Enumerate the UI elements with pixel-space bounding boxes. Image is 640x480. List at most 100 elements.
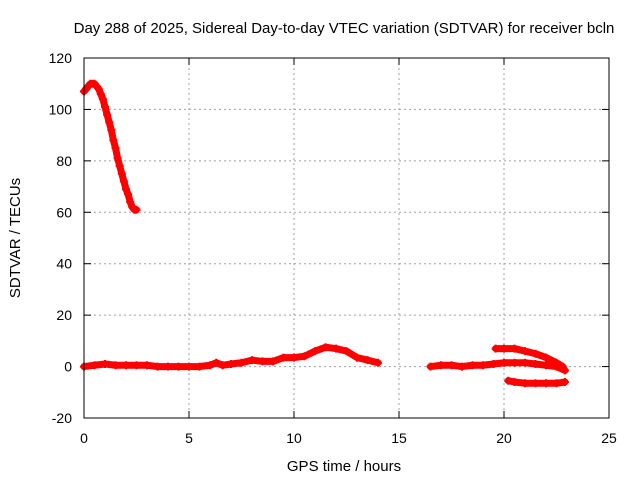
data-point: [109, 136, 118, 145]
x-tick-label: 15: [391, 430, 407, 446]
data-point: [132, 205, 141, 214]
data-point: [96, 90, 105, 98]
data-point: [122, 361, 130, 370]
data-point: [510, 358, 519, 367]
data-point: [363, 356, 372, 365]
y-tick-label: 0: [64, 359, 72, 375]
data-point: [126, 198, 135, 206]
data-point: [521, 358, 529, 367]
data-point: [98, 95, 107, 104]
data-point: [491, 344, 500, 353]
data-point: [500, 344, 508, 353]
data-point: [212, 358, 221, 367]
data-point: [510, 344, 519, 353]
data-point: [500, 358, 508, 367]
data-points: [80, 79, 569, 388]
data-point: [111, 361, 120, 370]
data-point: [489, 360, 498, 368]
series-high-arc: [80, 79, 141, 214]
y-tick-label: 20: [56, 307, 72, 323]
data-point: [426, 362, 435, 371]
data-point: [542, 361, 550, 370]
x-tick-label: 5: [185, 430, 193, 446]
data-point: [101, 102, 109, 111]
x-tick-label: 25: [601, 430, 617, 446]
data-point: [174, 362, 183, 371]
x-tick-label: 20: [496, 430, 512, 446]
data-point: [521, 347, 529, 356]
data-point: [479, 361, 487, 370]
data-point: [117, 169, 126, 178]
data-point: [311, 347, 319, 356]
plot-frame: [83, 57, 610, 419]
data-point: [195, 362, 204, 371]
data-point: [218, 361, 227, 370]
data-point: [290, 353, 298, 362]
data-point: [132, 361, 141, 370]
y-tick-label: 60: [56, 204, 72, 220]
data-point: [269, 357, 277, 366]
y-tick-label: 80: [56, 153, 72, 169]
data-point: [111, 144, 120, 152]
series-evening-track: [426, 358, 569, 375]
data-point: [124, 190, 133, 199]
data-point: [227, 360, 235, 368]
data-point: [237, 358, 246, 367]
chart-title: Day 288 of 2025, Sidereal Day-to-day VTE…: [74, 20, 615, 37]
series-low-track: [80, 343, 382, 371]
data-point: [153, 362, 162, 371]
data-point: [115, 162, 124, 170]
data-point: [552, 379, 561, 388]
data-point: [279, 353, 288, 362]
data-point: [353, 353, 361, 362]
data-point: [510, 378, 519, 386]
x-tick-label: 10: [286, 430, 302, 446]
data-point: [122, 185, 130, 194]
tick-labels: 0 5 10 15 20 25 -20 0 20 40 60 80 100 120: [49, 50, 617, 446]
data-point: [321, 343, 330, 352]
data-point: [101, 360, 109, 368]
data-point: [300, 352, 309, 361]
data-point: [185, 362, 193, 371]
data-point: [94, 84, 103, 93]
data-point: [468, 361, 477, 370]
data-point: [206, 361, 214, 370]
data-point: [531, 360, 540, 368]
series-upper-arc: [491, 344, 567, 371]
data-point: [542, 353, 550, 362]
data-point: [504, 376, 513, 385]
data-point: [90, 361, 99, 370]
data-point: [552, 358, 561, 367]
data-point: [531, 379, 540, 388]
x-axis-label: GPS time / hours: [287, 458, 401, 475]
data-point: [542, 379, 550, 388]
data-point: [103, 110, 112, 119]
data-point: [458, 362, 466, 371]
data-point: [558, 362, 567, 371]
y-tick-label: 40: [56, 256, 72, 272]
y-tick-label: 100: [49, 101, 73, 117]
data-point: [531, 349, 540, 358]
x-tick-label: 0: [80, 430, 88, 446]
data-point: [143, 361, 151, 370]
y-tick-label: -20: [52, 410, 72, 426]
data-point: [437, 361, 445, 370]
data-point: [374, 358, 382, 367]
data-point: [342, 347, 351, 356]
data-point: [105, 118, 114, 127]
data-point: [332, 344, 340, 353]
series-negative-arc: [504, 376, 569, 388]
data-point: [107, 126, 116, 134]
y-tick-label: 120: [49, 50, 73, 66]
data-point: [113, 154, 122, 163]
y-axis-label: SDTVAR / TECUs: [7, 178, 24, 298]
data-point: [447, 361, 456, 370]
data-point: [560, 378, 569, 386]
data-point: [119, 177, 128, 186]
data-point: [248, 356, 256, 365]
data-point: [164, 362, 172, 371]
data-point: [521, 379, 529, 388]
data-point: [258, 357, 267, 366]
